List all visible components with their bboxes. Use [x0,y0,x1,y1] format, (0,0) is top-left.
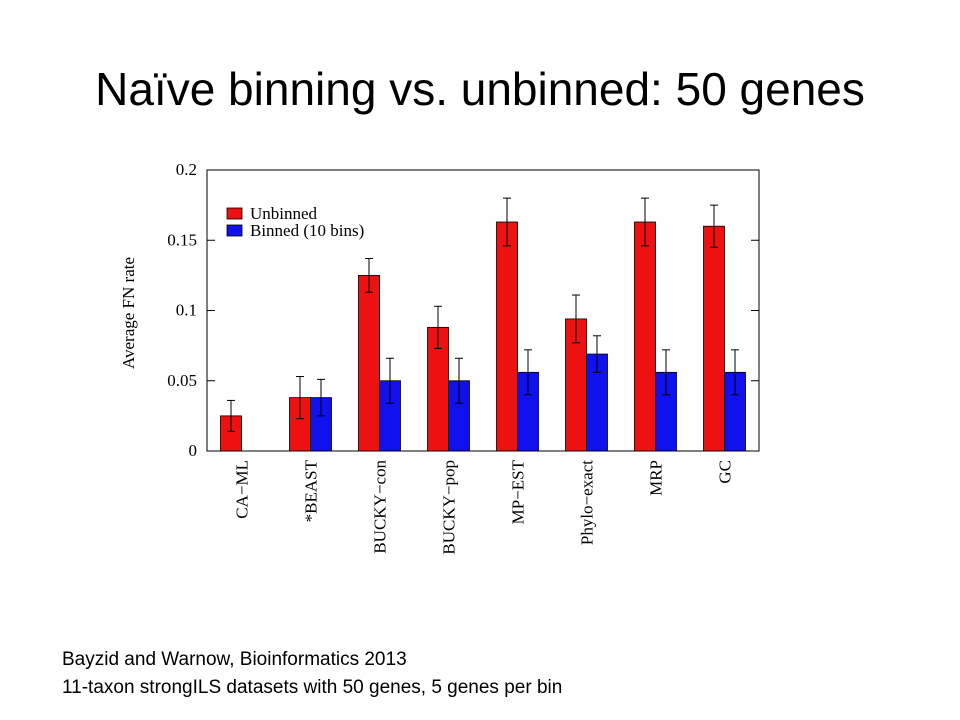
legend-swatch [226,207,243,220]
x-tick-label: GC [716,460,735,484]
x-tick-label: BUCKY−con [371,460,390,554]
bar-unbinned [496,221,518,452]
x-axis-labels: CA−ML *BEAST BUCKY−con BUCKY−pop MP−EST Phylo… [233,459,735,554]
x-tick-label: MRP [647,460,666,496]
y-axis-label: Average FN rate [119,257,138,369]
x-tick-label: *BEAST [302,459,321,522]
bar-unbinned [634,221,656,452]
y-tick-label: 0.2 [176,160,197,179]
bar-unbinned [703,225,725,452]
y-tick-label: 0.1 [176,301,197,320]
x-tick-label: MP−EST [509,459,528,524]
x-tick-label: BUCKY−pop [440,460,459,555]
y-tick-label: 0.05 [167,371,197,390]
citation-caption: Bayzid and Warnow, Bioinformatics 2013 [62,649,407,670]
y-tick-label: 0 [189,441,198,460]
bar-unbinned [358,274,380,452]
x-tick-label: CA−ML [233,460,252,519]
legend-label: Binned (10 bins) [250,221,364,240]
bars [220,197,746,452]
x-tick-label: Phylo−exact [578,460,597,545]
legend-swatch [226,224,243,237]
legend-label: Unbinned [250,204,318,223]
y-axis-ticks: 0 0.05 0.1 0.15 0.2 [167,160,759,460]
slide-title: Naïve binning vs. unbinned: 50 genes [95,63,865,115]
dataset-caption: 11-taxon strongILS datasets with 50 gene… [62,677,563,698]
y-tick-label: 0.15 [167,230,197,249]
